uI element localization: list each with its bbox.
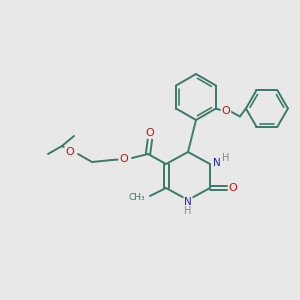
Text: O: O	[119, 154, 128, 164]
Text: N: N	[184, 197, 192, 207]
Text: O: O	[221, 106, 230, 116]
Text: H: H	[222, 153, 230, 163]
Text: CH₃: CH₃	[128, 194, 145, 202]
Text: O: O	[229, 183, 237, 193]
Text: O: O	[146, 128, 154, 138]
Text: H: H	[184, 206, 192, 216]
Text: O: O	[65, 147, 74, 157]
Text: N: N	[213, 158, 221, 168]
